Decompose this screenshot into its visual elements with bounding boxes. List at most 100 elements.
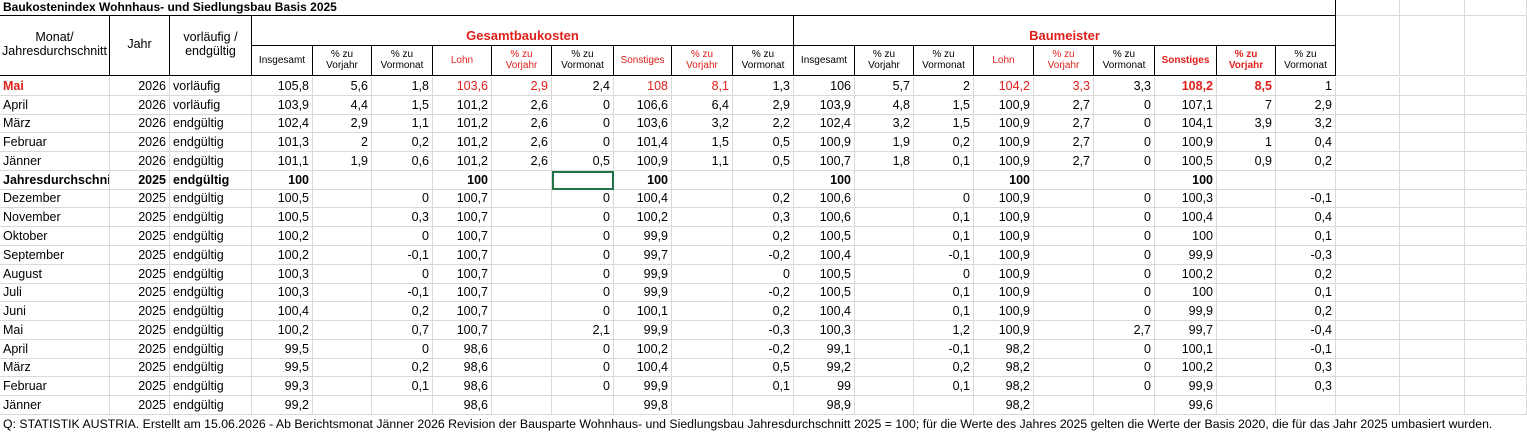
data-cell: 99,1 (794, 340, 855, 359)
empty-cell (1400, 302, 1465, 321)
empty-cell (492, 359, 552, 377)
data-cell: 2,7 (1034, 152, 1094, 171)
data-cell: Mai (0, 321, 110, 340)
data-cell: 0 (552, 227, 614, 246)
data-cell: 0 (1094, 96, 1155, 115)
data-cell: 2,6 (492, 133, 552, 152)
data-cell: 2025 (110, 396, 170, 415)
sub-header: % zu Vormonat (552, 46, 614, 76)
empty-cell (672, 208, 733, 227)
data-cell: 100,7 (433, 302, 492, 321)
data-cell: 100,2 (1155, 359, 1217, 377)
empty-cell (1336, 227, 1400, 246)
data-cell: 0,6 (372, 152, 433, 171)
empty-cell (1336, 0, 1400, 16)
data-cell: endgültig (170, 152, 252, 171)
data-cell: 0 (552, 96, 614, 115)
empty-cell (1034, 208, 1094, 227)
data-cell: 3,3 (1034, 77, 1094, 96)
data-cell: 100,9 (974, 246, 1034, 265)
empty-cell (1336, 340, 1400, 359)
empty-cell (855, 284, 914, 302)
data-cell: 0,9 (1217, 152, 1276, 171)
data-cell: 4,8 (855, 96, 914, 115)
data-cell: 100,9 (974, 152, 1034, 171)
empty-cell (855, 302, 914, 321)
data-cell: 100,3 (252, 284, 313, 302)
data-cell: 2025 (110, 190, 170, 208)
empty-cell (1336, 190, 1400, 208)
data-cell: 0 (1094, 246, 1155, 265)
data-cell: 98,6 (433, 340, 492, 359)
empty-cell (1034, 302, 1094, 321)
data-cell: 0 (552, 190, 614, 208)
data-cell: 100,2 (614, 208, 672, 227)
data-cell: 99,9 (614, 227, 672, 246)
data-cell: 0,1 (372, 377, 433, 396)
data-cell: 0 (372, 265, 433, 284)
data-cell: endgültig (170, 377, 252, 396)
data-cell: 1,5 (672, 133, 733, 152)
data-cell: 0,1 (1276, 284, 1336, 302)
data-cell: endgültig (170, 171, 252, 190)
empty-cell (1217, 284, 1276, 302)
data-cell: 0,2 (914, 133, 974, 152)
data-cell: 100,7 (433, 284, 492, 302)
data-cell: 0,5 (552, 152, 614, 171)
data-cell: 5,6 (313, 77, 372, 96)
data-cell: 0 (552, 377, 614, 396)
data-cell: 100,4 (252, 302, 313, 321)
data-cell: -0,2 (733, 246, 794, 265)
data-cell: 100,9 (1155, 133, 1217, 152)
data-cell: 2026 (110, 133, 170, 152)
data-cell: 1,9 (313, 152, 372, 171)
data-cell: 100,4 (794, 246, 855, 265)
sub-header: Insgesamt (252, 46, 313, 76)
data-cell: März (0, 359, 110, 377)
empty-cell (1034, 190, 1094, 208)
empty-cell (1336, 377, 1400, 396)
empty-cell (672, 396, 733, 415)
empty-cell (313, 340, 372, 359)
data-cell: 0 (1094, 359, 1155, 377)
empty-cell (1400, 171, 1465, 190)
data-cell: 98,6 (433, 359, 492, 377)
data-cell: 1,3 (733, 77, 794, 96)
data-cell: endgültig (170, 302, 252, 321)
data-cell: 0,2 (733, 227, 794, 246)
data-cell: 100,5 (794, 284, 855, 302)
empty-cell (1034, 340, 1094, 359)
data-cell: 107,1 (1155, 96, 1217, 115)
data-cell: 100,4 (794, 302, 855, 321)
empty-cell (672, 171, 733, 190)
empty-cell (372, 171, 433, 190)
data-cell: 99,8 (614, 396, 672, 415)
data-cell: 2,6 (492, 96, 552, 115)
empty-cell (1034, 321, 1094, 340)
empty-cell (313, 396, 372, 415)
data-cell: 0 (1094, 265, 1155, 284)
data-cell: 103,6 (614, 115, 672, 133)
data-cell: 1,5 (372, 96, 433, 115)
data-cell: -0,1 (914, 246, 974, 265)
empty-cell (1400, 265, 1465, 284)
sub-header: % zu Vormonat (372, 46, 433, 76)
empty-cell (1465, 340, 1527, 359)
data-cell: -0,1 (372, 246, 433, 265)
data-cell: endgültig (170, 246, 252, 265)
empty-cell (1217, 171, 1276, 190)
empty-cell (1465, 16, 1527, 76)
data-cell: 0,2 (372, 302, 433, 321)
empty-cell (1465, 302, 1527, 321)
data-cell: 3,2 (672, 115, 733, 133)
data-cell: 98,6 (433, 396, 492, 415)
data-cell: 101,1 (252, 152, 313, 171)
empty-cell (914, 171, 974, 190)
empty-cell (1400, 16, 1465, 76)
data-cell: 8,5 (1217, 77, 1276, 96)
data-cell: 101,2 (433, 152, 492, 171)
sub-header: % zu Vorjahr (672, 46, 733, 76)
empty-cell (672, 359, 733, 377)
data-cell: 1,5 (914, 115, 974, 133)
data-cell: 2025 (110, 302, 170, 321)
